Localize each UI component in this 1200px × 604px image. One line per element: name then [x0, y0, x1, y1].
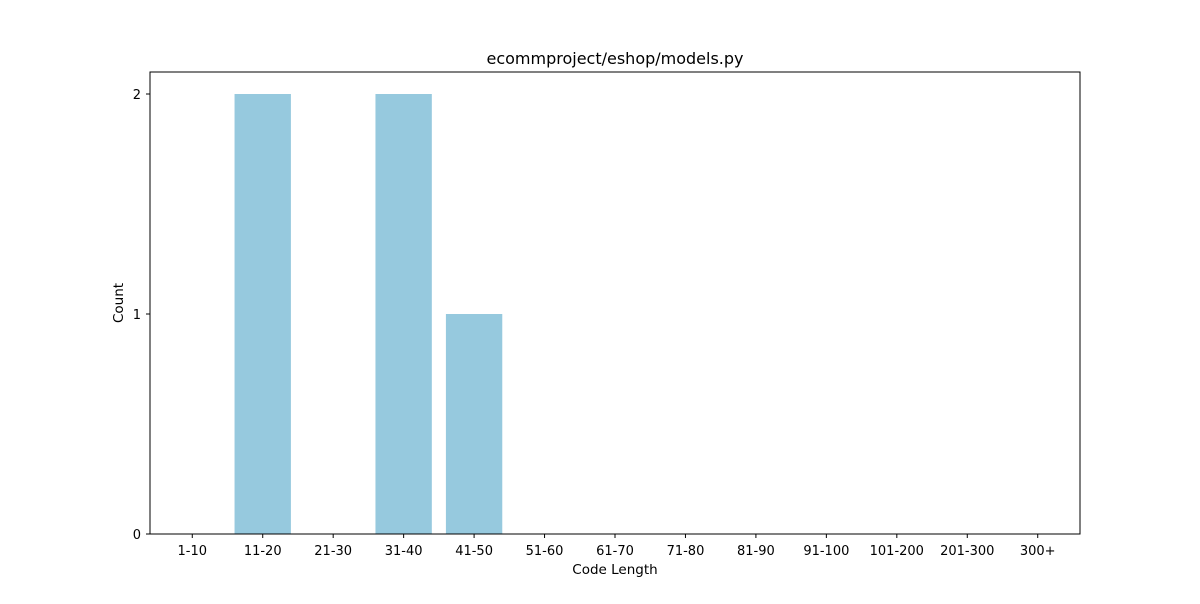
chart-title: ecommproject/eshop/models.py: [486, 49, 743, 68]
x-tick-label: 300+: [1020, 544, 1056, 559]
x-axis-label: Code Length: [572, 562, 657, 578]
x-tick-label: 51-60: [526, 544, 564, 559]
x-tick-label: 1-10: [178, 544, 208, 559]
x-tick-label: 91-100: [803, 544, 849, 559]
x-tick-label: 21-30: [314, 544, 352, 559]
bar-31-40: [375, 94, 432, 534]
x-tick-label: 41-50: [455, 544, 493, 559]
y-tick-label: 0: [133, 528, 141, 543]
plot-frame: [149, 71, 1081, 535]
y-tick-label: 2: [133, 88, 141, 103]
y-axis-ticks: 0 1 2: [133, 88, 150, 543]
bar-41-50: [445, 314, 503, 534]
x-tick-label: 61-70: [596, 544, 634, 559]
bar-11-20: [234, 94, 291, 534]
x-tick-label: 11-20: [244, 544, 282, 559]
x-axis-ticks: 1-10 11-20 21-30 31-40 41-50 51-60 61-70 71-80 8…: [178, 534, 1056, 559]
x-tick-label: 101-200: [870, 544, 924, 559]
y-axis-label: Count: [111, 283, 127, 323]
x-tick-label: 31-40: [385, 544, 423, 559]
x-tick-label: 81-90: [737, 544, 775, 559]
x-tick-label: 201-300: [940, 544, 994, 559]
x-tick-label: 71-80: [667, 544, 705, 559]
y-tick-label: 1: [133, 308, 141, 323]
bars-layer: [234, 94, 503, 534]
